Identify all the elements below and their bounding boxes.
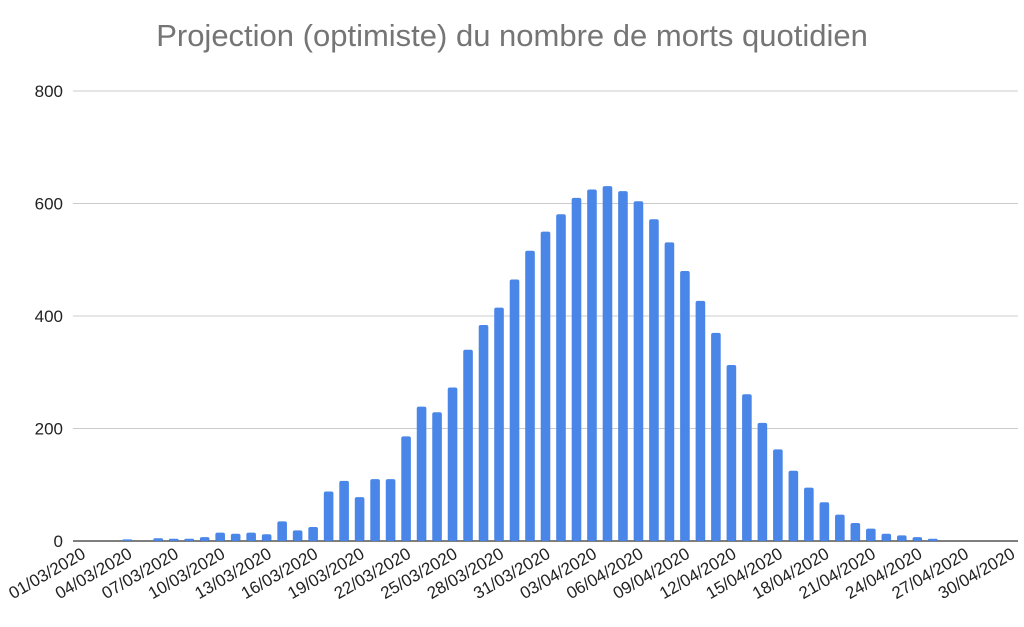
bar-16/03/2020 <box>308 526 318 541</box>
bar-07/03/2020 <box>168 538 179 541</box>
bar-06/04/2020 <box>633 201 644 541</box>
x-axis-ticks: 01/03/202004/03/202007/03/202010/03/2020… <box>6 544 1019 603</box>
bar-08/04/2020 <box>664 242 675 541</box>
y-tick-label: 600 <box>35 195 63 214</box>
bar-15/03/2020 <box>292 530 303 541</box>
bar-25/03/2020 <box>447 387 458 541</box>
bar-02/04/2020 <box>571 197 582 541</box>
bar-09/03/2020 <box>199 537 210 541</box>
bar-19/04/2020 <box>835 514 845 541</box>
bar-12/03/2020 <box>246 532 256 541</box>
bar-17/04/2020 <box>804 487 814 541</box>
bar-18/04/2020 <box>819 502 830 541</box>
bar-01/04/2020 <box>556 214 566 541</box>
bars <box>122 186 938 541</box>
bar-28/03/2020 <box>494 307 504 541</box>
bar-20/03/2020 <box>370 479 380 541</box>
bar-18/03/2020 <box>339 480 349 541</box>
bar-06/03/2020 <box>153 538 164 541</box>
bar-23/03/2020 <box>416 406 427 541</box>
bar-17/03/2020 <box>323 491 334 541</box>
bar-25/04/2020 <box>927 538 938 541</box>
bar-10/04/2020 <box>695 300 706 541</box>
bar-04/04/2020 <box>602 186 613 541</box>
chart-title: Projection (optimiste) du nombre de mort… <box>156 18 868 53</box>
bar-31/03/2020 <box>540 231 551 541</box>
bar-11/03/2020 <box>230 533 241 541</box>
bar-22/04/2020 <box>881 533 892 541</box>
y-tick-label: 0 <box>54 532 63 551</box>
bar-16/04/2020 <box>788 470 799 541</box>
bar-19/03/2020 <box>354 497 365 541</box>
bar-14/04/2020 <box>757 422 768 541</box>
y-tick-label: 800 <box>35 82 63 101</box>
bar-07/04/2020 <box>649 219 659 541</box>
bar-21/03/2020 <box>385 479 396 541</box>
bar-20/04/2020 <box>850 523 861 541</box>
bar-26/03/2020 <box>463 349 473 541</box>
bar-04/03/2020 <box>122 539 133 541</box>
y-tick-label: 200 <box>35 420 63 439</box>
bar-03/04/2020 <box>587 189 597 541</box>
bar-11/04/2020 <box>711 332 721 541</box>
bar-24/03/2020 <box>432 412 442 541</box>
bar-10/03/2020 <box>215 532 225 541</box>
bar-30/03/2020 <box>525 250 535 541</box>
y-axis-ticks: 0 200 400 600 800 <box>35 82 63 551</box>
bar-15/04/2020 <box>773 449 783 541</box>
bar-13/04/2020 <box>742 394 752 541</box>
bar-27/03/2020 <box>478 325 489 541</box>
bar-29/03/2020 <box>509 279 520 541</box>
bar-24/04/2020 <box>912 537 923 541</box>
bar-13/03/2020 <box>261 534 272 541</box>
bar-22/03/2020 <box>401 436 411 541</box>
bar-23/04/2020 <box>897 535 907 541</box>
y-tick-label: 400 <box>35 307 63 326</box>
bar-05/04/2020 <box>618 191 628 541</box>
bar-14/03/2020 <box>277 521 287 541</box>
bar-21/04/2020 <box>866 528 876 541</box>
bar-09/04/2020 <box>680 271 690 541</box>
bar-08/03/2020 <box>184 538 194 541</box>
bar-12/04/2020 <box>726 364 737 541</box>
